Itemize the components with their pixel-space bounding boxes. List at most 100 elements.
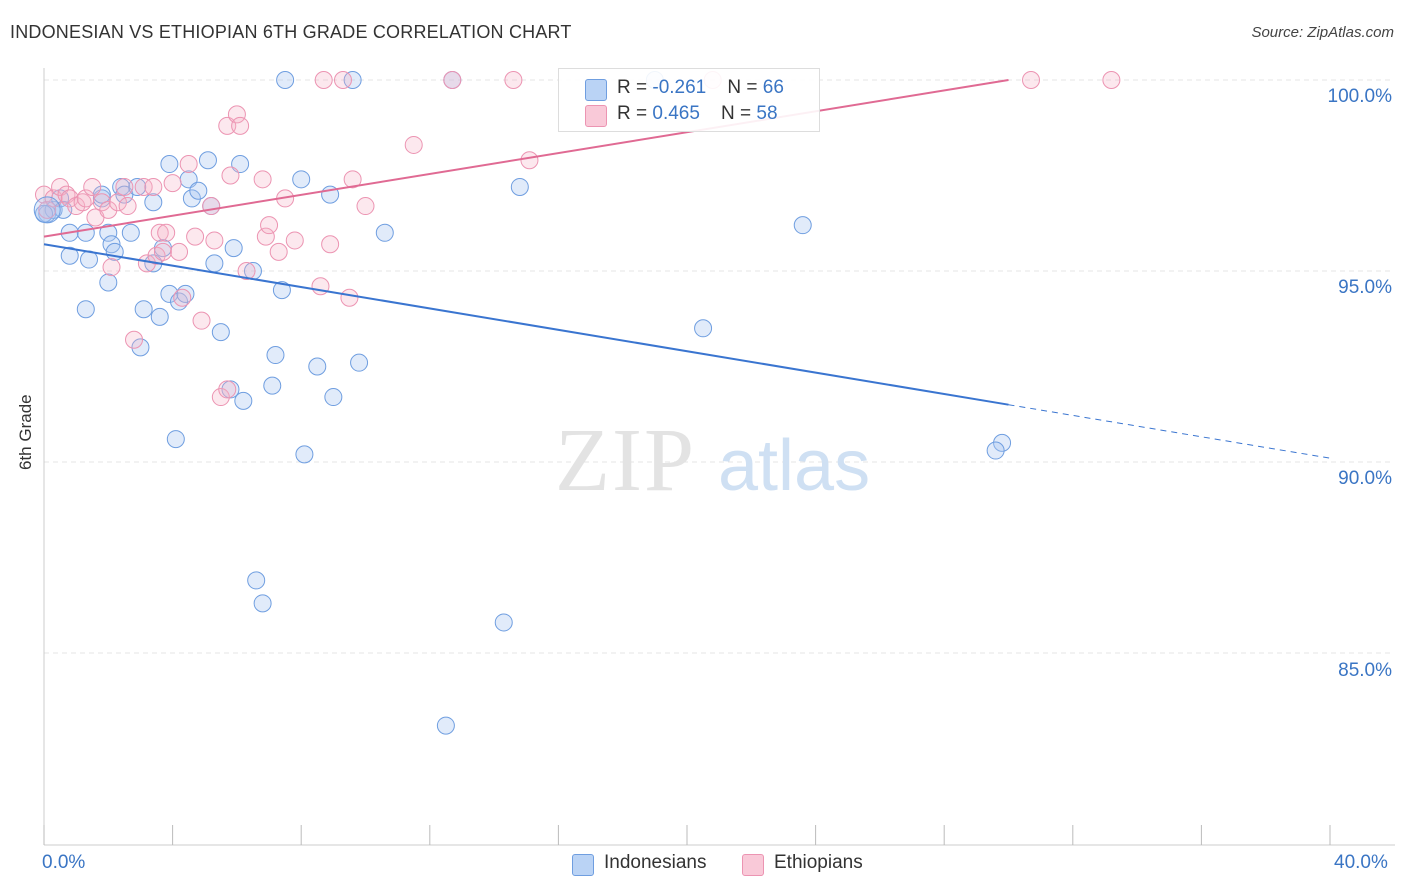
ethiopian-point (231, 116, 250, 135)
r-label: R = (617, 103, 653, 124)
indonesian-point (231, 155, 250, 174)
indonesian-point (308, 357, 327, 376)
ethiopian-point (102, 258, 121, 277)
y-tick-label: 90.0% (1338, 468, 1392, 489)
ethiopian-point (92, 193, 111, 212)
indonesian-point (986, 441, 1005, 460)
indonesian-point (160, 155, 179, 174)
legend-label: Ethiopians (774, 852, 863, 873)
indonesian-point (694, 319, 713, 338)
indonesian-point (272, 281, 291, 300)
ethiopian-point (163, 174, 182, 193)
indonesian-point (76, 300, 95, 319)
r-value: -0.261 (652, 77, 707, 98)
indonesian-point (182, 189, 201, 208)
ethiopian-point (186, 227, 205, 246)
indonesian-point (205, 254, 224, 273)
indonesian-point (263, 376, 282, 395)
pink-swatch (585, 105, 607, 127)
watermark-atlas: atlas (718, 426, 870, 506)
indonesian-point (436, 716, 455, 735)
ethiopian-point (256, 227, 275, 246)
ethiopian-point (51, 177, 70, 196)
ethiopian-point (218, 380, 237, 399)
ethiopian-point (170, 242, 189, 261)
indonesian-trend-line (43, 243, 1009, 406)
indonesian-point (276, 71, 295, 89)
r-label: R = (617, 77, 653, 98)
ethiopian-trend-line (43, 79, 1009, 238)
ethiopian-point (443, 71, 462, 89)
indonesian-point (993, 433, 1012, 452)
indonesian-point (292, 170, 311, 189)
indonesian-point (350, 353, 369, 372)
indonesian-point (324, 388, 343, 407)
ethiopian-point (153, 242, 172, 261)
ethiopian-point (314, 71, 333, 89)
ethiopian-point (221, 166, 240, 185)
ethiopian-point (108, 193, 127, 212)
ethiopian-point (218, 116, 237, 135)
indonesian-point (60, 246, 79, 265)
ethiopian-point (118, 197, 137, 216)
y-tick-label: 85.0% (1338, 660, 1392, 681)
indonesian-point (150, 307, 169, 326)
indonesian-point (247, 571, 266, 590)
y-tick-label: 100.0% (1327, 86, 1392, 107)
indonesian-point (189, 181, 208, 200)
legend-label: Indonesians (604, 852, 707, 873)
watermark-zip: ZIP (555, 411, 696, 510)
indonesian-point (128, 177, 147, 196)
ethiopian-point (192, 311, 211, 330)
ethiopian-point (404, 135, 423, 154)
n-value: 66 (762, 77, 784, 98)
indonesian-point (224, 239, 243, 258)
ethiopian-point (99, 200, 118, 219)
n-label: N = (727, 77, 763, 98)
indonesian-point (99, 273, 118, 292)
indonesian-point (234, 391, 253, 410)
indonesian-point (99, 223, 118, 242)
r-value: 0.465 (652, 103, 700, 124)
ethiopian-point (211, 388, 230, 407)
ethiopian-point (253, 170, 272, 189)
ethiopian-point (343, 170, 362, 189)
ethiopian-point (134, 177, 153, 196)
stats-legend: R = -0.261 N = 66 R = 0.465 N = 58 (558, 68, 820, 132)
ethiopian-point (83, 177, 102, 196)
data-points (33, 71, 1121, 735)
indonesian-point (121, 223, 140, 242)
indonesian-point (144, 193, 163, 212)
indonesian-point (295, 445, 314, 464)
watermark: ZIP atlas (555, 411, 870, 510)
x-tick-label: 40.0% (1334, 852, 1388, 873)
ethiopian-point (520, 151, 539, 170)
indonesian-point (76, 223, 95, 242)
chart-title: INDONESIAN VS ETHIOPIAN 6TH GRADE CORREL… (10, 22, 572, 42)
ethiopian-point (179, 155, 198, 174)
indonesian-point (494, 613, 513, 632)
ethiopian-point (157, 223, 176, 242)
ethiopian-point (202, 197, 221, 216)
ethiopian-point (115, 177, 134, 196)
ethiopian-point (285, 231, 304, 250)
n-value: 58 (756, 103, 778, 124)
blue-swatch (585, 79, 607, 101)
ethiopian-point (356, 197, 375, 216)
indonesian-point (166, 430, 185, 449)
source-label: Source: ZipAtlas.com (1251, 24, 1394, 41)
indonesian-point (343, 71, 362, 89)
indonesian-point (131, 338, 150, 357)
ethiopian-point (269, 242, 288, 261)
ethiopian-point (125, 330, 144, 349)
y-tick-label: 95.0% (1338, 277, 1392, 298)
indonesian-point (33, 196, 61, 224)
indonesian-point (134, 300, 153, 319)
ethiopian-point (237, 262, 256, 280)
blue-swatch (572, 854, 594, 876)
y-axis-label: 6th Grade (16, 394, 35, 470)
ethiopian-point (173, 288, 192, 307)
ethiopian-point (144, 177, 163, 196)
ethiopian-point (1022, 71, 1041, 89)
